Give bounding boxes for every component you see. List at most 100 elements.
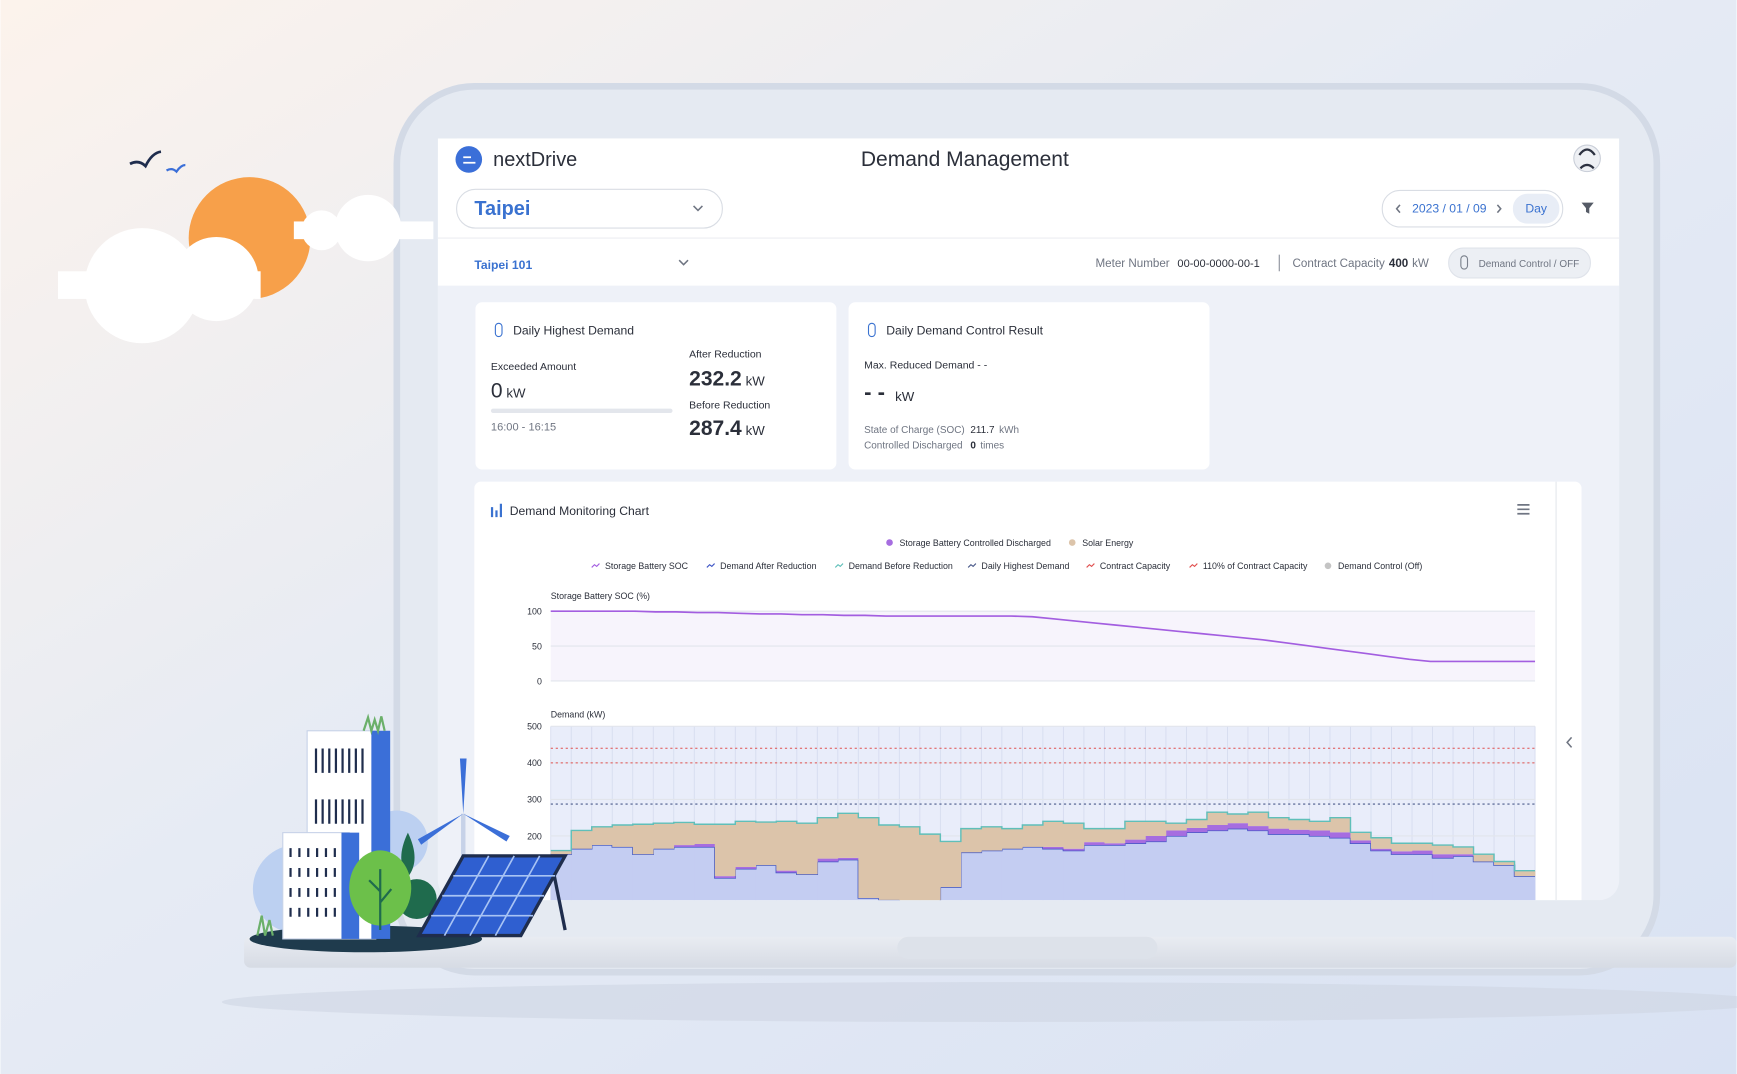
avatar[interactable] bbox=[1573, 144, 1601, 173]
value: 0 bbox=[970, 440, 976, 451]
chart-menu[interactable] bbox=[1517, 504, 1530, 515]
stack-segment bbox=[1391, 843, 1413, 852]
legend-marker bbox=[1086, 563, 1095, 568]
stack-segment bbox=[1309, 830, 1331, 836]
collapse[interactable] bbox=[1566, 736, 1573, 748]
stack-segment bbox=[1227, 823, 1249, 829]
stack-segment bbox=[1001, 828, 1023, 849]
label: Before Reduction bbox=[689, 400, 770, 412]
soc-line bbox=[550, 610, 1536, 663]
next-date[interactable] bbox=[1496, 204, 1502, 214]
stack-segment bbox=[1288, 819, 1310, 830]
stack-segment bbox=[837, 857, 859, 860]
legend-marker bbox=[1068, 539, 1076, 546]
capacity-unit: kW bbox=[1412, 257, 1429, 270]
unit: kW bbox=[746, 373, 766, 388]
prev-date[interactable] bbox=[1395, 204, 1401, 214]
demand-area bbox=[1309, 835, 1331, 901]
value: 211.7 bbox=[970, 425, 995, 436]
unit: kW bbox=[506, 385, 526, 400]
stack-segment bbox=[694, 843, 716, 847]
avatar-glyph bbox=[1578, 148, 1596, 170]
demand-area bbox=[1124, 843, 1146, 901]
capacity-value: 400 bbox=[1389, 257, 1408, 270]
stack-segment bbox=[1206, 824, 1228, 831]
stack-segment bbox=[714, 824, 736, 877]
stack-segment bbox=[1063, 823, 1085, 849]
stack-segment bbox=[960, 828, 982, 853]
label: Max. Reduced Demand - - bbox=[864, 360, 988, 372]
control-pill[interactable] bbox=[1448, 247, 1591, 279]
demand-area bbox=[591, 845, 613, 901]
chevron[interactable] bbox=[678, 259, 689, 266]
laptop-shadow bbox=[222, 982, 1737, 1022]
stack-segment bbox=[1104, 828, 1126, 844]
demand-area bbox=[1186, 832, 1208, 901]
stack-segment bbox=[1104, 843, 1126, 846]
demand-area bbox=[571, 848, 593, 901]
stack-segment bbox=[1350, 840, 1372, 844]
legend-marker bbox=[967, 563, 977, 568]
label: State of Charge (SOC) bbox=[864, 425, 965, 436]
stack-segment bbox=[817, 858, 839, 862]
y-tick-label: 0 bbox=[537, 676, 542, 686]
stack-segment bbox=[837, 813, 859, 858]
demand-area bbox=[1412, 854, 1433, 901]
demand-area bbox=[1370, 850, 1392, 901]
stack-segment bbox=[1083, 828, 1105, 843]
stack-segment bbox=[1063, 848, 1085, 851]
stack-segment bbox=[1124, 821, 1146, 840]
filter-icon[interactable] bbox=[1581, 202, 1594, 214]
y-tick-label: 200 bbox=[527, 831, 542, 841]
demand-area bbox=[1001, 848, 1023, 901]
panel-grid bbox=[431, 855, 556, 937]
demand-area bbox=[1206, 830, 1228, 901]
unit: kW bbox=[746, 423, 766, 438]
legend-label: Daily Highest Demand bbox=[981, 561, 1069, 571]
cloud bbox=[293, 194, 434, 262]
legend-label: Demand Control (Off) bbox=[1338, 561, 1422, 571]
card-title: Daily Highest Demand bbox=[513, 323, 634, 337]
charts: Storage Battery SOC (%) 0 50 100 Demand (kW)… bbox=[527, 538, 1536, 901]
stack-segment bbox=[1453, 846, 1474, 855]
value: 232.2 bbox=[689, 367, 742, 390]
logo-text: nextDrive bbox=[493, 149, 577, 171]
stack-segment bbox=[1227, 814, 1249, 824]
demand-area bbox=[1042, 848, 1064, 901]
time: 16:00 - 16:15 bbox=[491, 422, 556, 434]
demand-area bbox=[735, 868, 757, 901]
stack-segment bbox=[735, 867, 757, 869]
control-icon bbox=[1460, 255, 1469, 270]
stack-segment bbox=[1370, 837, 1392, 849]
stack-segment bbox=[1145, 835, 1167, 842]
legend-label: Demand After Reduction bbox=[720, 561, 816, 571]
demand-area bbox=[1494, 865, 1515, 901]
legend-label: Storage Battery SOC bbox=[605, 561, 689, 571]
date[interactable]: 2023 / 01 / 09 bbox=[1412, 202, 1487, 216]
bird bbox=[129, 150, 162, 169]
stack-segment bbox=[1268, 828, 1290, 835]
legend-label: Demand Before Reduction bbox=[849, 561, 953, 571]
card-title: Daily Demand Control Result bbox=[886, 323, 1043, 337]
stack-segment bbox=[571, 830, 593, 849]
demand-area bbox=[1391, 854, 1413, 901]
page-title: Demand Management bbox=[861, 148, 1069, 171]
y-axis-label: Storage Battery SOC (%) bbox=[551, 591, 650, 601]
windows bbox=[314, 748, 364, 824]
chevron bbox=[693, 205, 703, 212]
stack-segment bbox=[1370, 848, 1392, 851]
site[interactable]: Taipei 101 bbox=[474, 258, 532, 272]
stack-segment bbox=[1473, 854, 1495, 862]
location-select[interactable] bbox=[456, 188, 723, 229]
stack-segment bbox=[776, 821, 798, 871]
stack-segment bbox=[673, 822, 695, 846]
app: nextDrive Demand Management Taipei 2023 … bbox=[437, 138, 1620, 901]
panel-stand bbox=[552, 874, 567, 931]
legend-label: Solar Energy bbox=[1082, 538, 1134, 548]
stack-segment bbox=[1494, 861, 1515, 866]
period-pill[interactable] bbox=[1512, 193, 1560, 224]
legend-label: Contract Capacity bbox=[1100, 561, 1171, 571]
laptop-notch bbox=[897, 936, 1158, 959]
demand-area bbox=[1063, 850, 1085, 901]
card bbox=[475, 302, 837, 470]
